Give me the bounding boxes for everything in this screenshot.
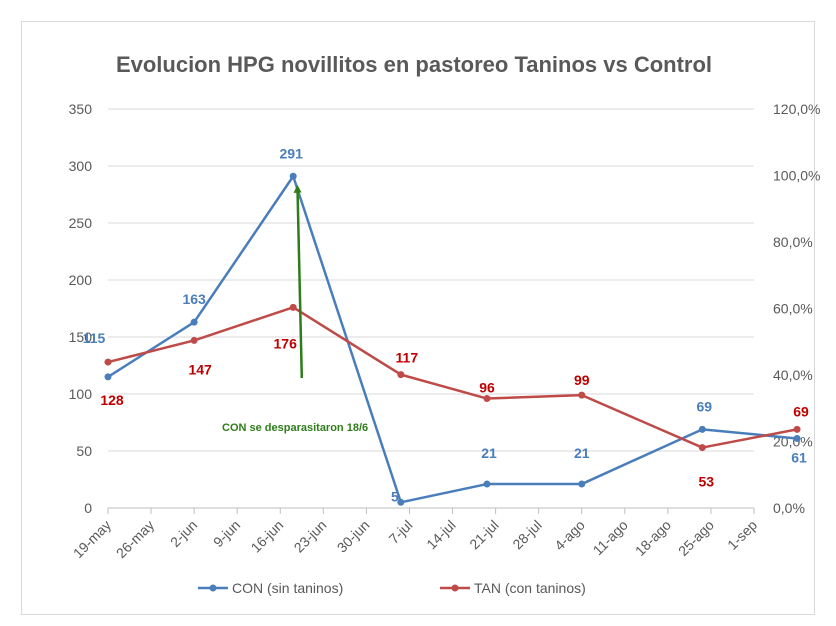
x-tick-label: 16-jun	[248, 517, 287, 556]
data-point	[698, 425, 706, 433]
data-point	[578, 480, 586, 488]
y-tick-label: 150	[69, 329, 93, 345]
data-label: 291	[280, 145, 304, 161]
data-label: 69	[793, 403, 809, 419]
data-point	[104, 358, 112, 366]
data-label: 5	[391, 488, 399, 504]
x-tick-label: 11-ago	[590, 517, 632, 559]
data-point	[289, 172, 297, 180]
x-tick-label: 26-may	[113, 517, 157, 561]
data-point	[190, 318, 198, 326]
series-line-tan	[107, 306, 798, 449]
x-tick-label: 23-jun	[291, 517, 330, 556]
x-tick-label: 9-jun	[210, 517, 243, 550]
y2-tick-label: 60,0%	[773, 301, 813, 317]
data-label: 176	[274, 335, 298, 351]
y2-tick-label: 120,0%	[773, 101, 820, 117]
legend-swatch-marker	[209, 584, 217, 592]
data-label: 21	[574, 445, 590, 461]
y2-tick-label: 40,0%	[773, 367, 813, 383]
data-point	[793, 434, 801, 442]
data-point	[289, 303, 297, 311]
data-label: 69	[697, 398, 713, 414]
y-tick-label: 300	[69, 158, 93, 174]
x-tick-label: 30-jun	[334, 517, 373, 556]
series-layer	[104, 172, 801, 506]
x-tick-label: 21-jul	[466, 517, 502, 553]
chart-frame	[21, 21, 815, 615]
y-tick-label: 50	[76, 443, 92, 459]
x-tick-label: 25-ago	[675, 517, 717, 559]
data-point	[793, 425, 801, 433]
data-point	[483, 395, 491, 403]
legend-item-tan: TAN (con taninos)	[440, 580, 586, 596]
data-label: 163	[182, 291, 206, 307]
data-label: 53	[699, 474, 715, 490]
x-tick-label: 14-jul	[423, 517, 459, 553]
y-tick-label: 200	[69, 272, 93, 288]
annotation-arrow	[293, 184, 304, 379]
data-label: 21	[481, 445, 497, 461]
y-tick-label: 350	[69, 101, 93, 117]
y2-tick-label: 0,0%	[773, 500, 805, 516]
series-line-con	[107, 175, 798, 504]
legend-item-con: CON (sin taninos)	[198, 580, 343, 596]
annotation-text: CON se desparasitaron 18/6	[222, 422, 368, 434]
data-label: 99	[574, 372, 590, 388]
y-tick-label: 100	[69, 386, 93, 402]
data-point	[104, 373, 112, 381]
x-tick-label: 4-ago	[551, 517, 588, 554]
legend-label: TAN (con taninos)	[474, 580, 586, 596]
y-tick-label: 250	[69, 215, 93, 231]
x-tick-label: 2-jun	[167, 517, 200, 550]
x-tick-label: 7-jul	[386, 517, 416, 547]
data-label: 115	[83, 330, 106, 346]
data-label: 128	[100, 392, 124, 408]
data-point	[397, 371, 405, 379]
chart-title: Evolucion HPG novillitos en pastoreo Tan…	[116, 52, 712, 77]
data-label: 61	[791, 449, 807, 465]
data-point	[698, 444, 706, 452]
legend-label: CON (sin taninos)	[232, 580, 343, 596]
data-label: 96	[479, 380, 495, 396]
data-point	[397, 498, 405, 506]
data-point	[483, 480, 491, 488]
y-tick-label: 0	[84, 500, 92, 516]
data-point	[190, 336, 198, 344]
y2-tick-label: 80,0%	[773, 234, 813, 250]
data-point	[578, 391, 586, 399]
x-tick-label: 19-may	[70, 517, 114, 561]
annotation-layer: CON se desparasitaron 18/6	[222, 184, 368, 434]
x-tick-label: 18-ago	[632, 517, 674, 559]
y2-tick-label: 100,0%	[773, 168, 820, 184]
label-layer: 115 163 291 5 21 21 69 61 128 147 176 117 96 99 53 69	[83, 145, 809, 504]
legend-swatch-marker	[451, 584, 459, 592]
data-label: 147	[188, 361, 212, 377]
data-label: 117	[396, 350, 419, 366]
legend: CON (sin taninos) TAN (con taninos)	[198, 580, 586, 596]
x-tick-label: 1-sep	[724, 517, 760, 553]
x-tick-label: 28-jul	[509, 517, 545, 553]
